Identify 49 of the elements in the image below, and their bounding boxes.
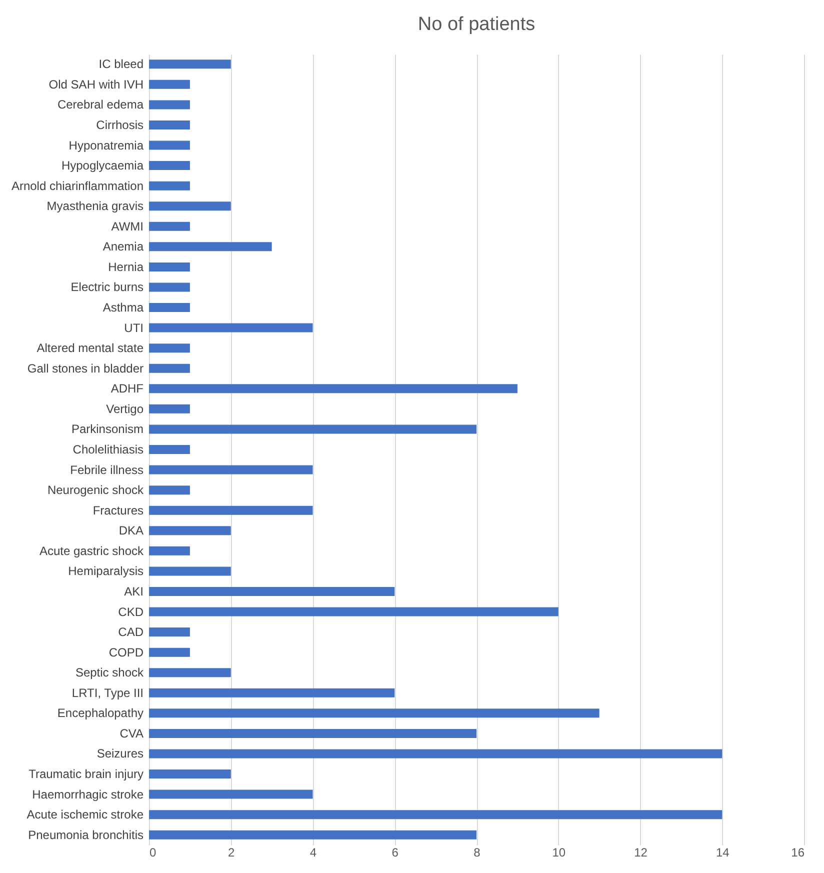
y-tick-label: Neurogenic shock (47, 483, 144, 498)
y-tick-label: Vertigo (106, 402, 144, 416)
y-tick-label: IC bleed (98, 57, 144, 72)
y-tick-label: Asthma (102, 300, 144, 315)
y-tick-label: CVA (120, 726, 144, 740)
y-tick-label: Cholelithiasis (72, 442, 144, 456)
y-tick-label: UTI (124, 320, 144, 335)
y-tick-label: Cirrhosis (96, 118, 144, 132)
y-tick-label: COPD (108, 645, 144, 660)
chart-title: No of patients (418, 14, 536, 35)
y-tick-label: Hyponatremia (68, 138, 144, 152)
y-tick-label: Old SAH with IVH (48, 77, 144, 92)
y-tick-label: Septic shock (75, 666, 144, 680)
y-tick-label: Traumatic brain injury (28, 767, 144, 782)
y-tick-label: Febrile illness (70, 462, 144, 477)
x-tick-label: 2 (228, 846, 236, 860)
y-tick-label: DKA (118, 524, 144, 538)
x-tick-label: 14 (716, 846, 730, 860)
y-tick-label: Myasthenia gravis (46, 199, 144, 214)
y-tick-label: Hemiparalysis (68, 564, 144, 578)
y-tick-label: AWMI (111, 219, 144, 234)
y-tick-label: LRTI, Type III (72, 686, 144, 700)
x-tick-label: 4 (310, 846, 317, 860)
y-tick-label: Altered mental state (36, 341, 144, 356)
y-tick-label: Fractures (92, 503, 144, 518)
x-tick-label: 6 (392, 846, 399, 860)
y-tick-label: AKI (124, 584, 144, 598)
y-tick-label: CKD (118, 604, 144, 619)
x-tick-label: 16 (791, 846, 805, 860)
y-tick-label: Arnold chiarinflammation (11, 178, 144, 193)
y-tick-label: Seizures (96, 746, 144, 761)
x-tick-label: 12 (634, 846, 648, 860)
y-tick-label: ADHF (110, 382, 144, 396)
y-tick-label: Acute ischemic stroke (26, 808, 144, 822)
y-tick-label: Hernia (108, 260, 144, 274)
y-tick-label: Gall stones in bladder (27, 361, 144, 376)
y-tick-label: Parkinsonism (71, 422, 144, 436)
y-tick-label: Anemia (102, 240, 144, 254)
x-tick-label: 8 (474, 846, 481, 860)
y-tick-label: Haemorrhagic stroke (32, 787, 144, 802)
y-tick-label: Cerebral edema (57, 98, 144, 112)
y-tick-label: Pneumonia bronchitis (28, 828, 144, 842)
y-tick-label: Electric burns (70, 280, 144, 294)
x-tick-label: 0 (150, 846, 156, 860)
y-tick-label: Hypoglycaemia (61, 158, 144, 173)
y-tick-label: CAD (118, 625, 144, 640)
x-tick-label: 10 (552, 846, 566, 860)
y-tick-label: Acute gastric shock (39, 544, 144, 558)
y-tick-label: Encephalopathy (57, 706, 144, 720)
